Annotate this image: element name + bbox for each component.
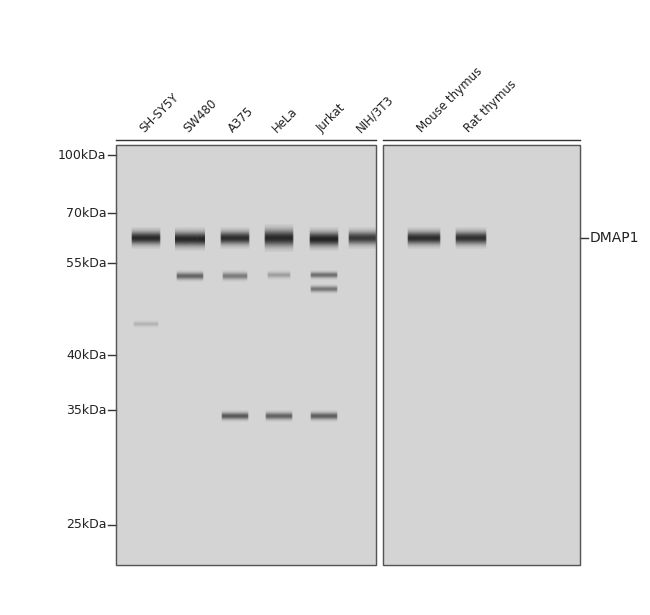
Text: SH-SY5Y: SH-SY5Y bbox=[136, 91, 181, 135]
Text: Jurkat: Jurkat bbox=[314, 101, 348, 135]
Text: 35kDa: 35kDa bbox=[66, 403, 107, 416]
Text: 55kDa: 55kDa bbox=[66, 256, 107, 269]
Text: NIH/3T3: NIH/3T3 bbox=[354, 93, 396, 135]
Text: SW480: SW480 bbox=[181, 97, 220, 135]
Text: DMAP1: DMAP1 bbox=[590, 231, 639, 245]
Text: 70kDa: 70kDa bbox=[66, 207, 107, 220]
Bar bbox=[384, 145, 580, 565]
Text: 25kDa: 25kDa bbox=[66, 518, 107, 531]
Text: Mouse thymus: Mouse thymus bbox=[415, 65, 485, 135]
Text: HeLa: HeLa bbox=[270, 105, 300, 135]
Text: 40kDa: 40kDa bbox=[66, 349, 107, 362]
Bar bbox=[384, 145, 580, 565]
Bar bbox=[116, 145, 376, 565]
Text: A375: A375 bbox=[226, 105, 256, 135]
Text: Rat thymus: Rat thymus bbox=[462, 77, 519, 135]
Bar bbox=[116, 145, 376, 565]
Text: 100kDa: 100kDa bbox=[58, 148, 107, 162]
